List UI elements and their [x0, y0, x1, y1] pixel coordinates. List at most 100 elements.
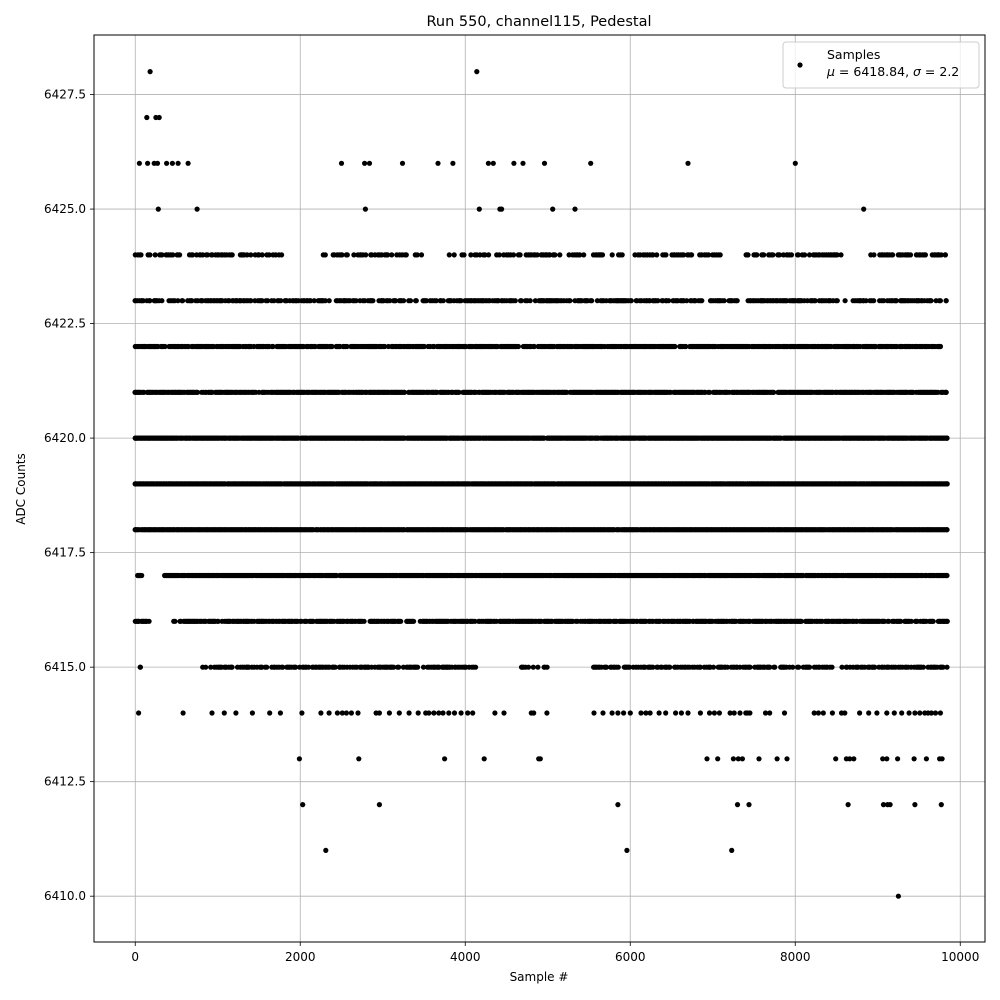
data-point — [440, 298, 446, 304]
data-point — [413, 298, 419, 304]
data-point — [890, 252, 896, 258]
data-point — [386, 710, 392, 716]
data-point — [136, 710, 142, 716]
data-point — [770, 252, 776, 258]
data-point — [248, 252, 254, 258]
data-point — [619, 252, 625, 258]
data-point — [943, 298, 949, 304]
data-point — [922, 252, 929, 258]
data-point — [880, 802, 887, 808]
data-point — [680, 252, 687, 258]
data-point — [729, 847, 735, 854]
data-point — [362, 160, 368, 166]
data-point — [154, 160, 161, 166]
data-point — [278, 298, 284, 304]
data-point — [911, 756, 917, 762]
data-point — [204, 252, 211, 258]
data-point — [139, 572, 145, 579]
data-point — [756, 756, 762, 762]
data-point — [663, 710, 669, 716]
data-point — [209, 710, 215, 716]
data-point — [512, 298, 518, 304]
data-point — [490, 160, 496, 166]
data-point — [518, 298, 525, 304]
data-point — [152, 252, 158, 258]
data-point — [510, 252, 517, 258]
data-point — [431, 710, 437, 716]
data-point — [132, 252, 138, 258]
data-point — [899, 710, 905, 716]
data-point — [699, 298, 705, 304]
data-point — [776, 252, 783, 258]
data-point — [650, 252, 656, 258]
data-point — [754, 252, 760, 258]
data-point — [194, 206, 200, 212]
data-point — [707, 389, 713, 395]
data-point — [326, 298, 332, 304]
data-point — [485, 160, 491, 166]
data-point — [923, 756, 930, 762]
data-point — [180, 298, 186, 304]
data-point — [541, 160, 548, 166]
data-point — [322, 298, 328, 304]
data-point — [436, 710, 442, 716]
data-point — [609, 252, 615, 258]
data-point — [474, 69, 480, 75]
data-point — [442, 756, 448, 762]
data-point — [842, 710, 848, 716]
data-point — [806, 252, 813, 258]
data-point — [944, 481, 950, 487]
data-point — [656, 710, 662, 716]
data-point — [672, 343, 678, 350]
data-point — [476, 206, 482, 212]
data-point — [406, 710, 412, 716]
data-point — [451, 710, 458, 716]
data-point — [833, 756, 839, 762]
data-point — [392, 298, 399, 304]
data-point — [481, 756, 487, 762]
data-point — [458, 298, 464, 304]
data-point — [177, 252, 183, 258]
data-point — [385, 252, 391, 258]
data-point — [944, 527, 950, 533]
data-point — [792, 160, 798, 166]
data-point — [781, 710, 788, 716]
data-point — [175, 298, 181, 304]
data-point — [311, 298, 317, 304]
data-point — [418, 252, 425, 258]
data-point — [746, 802, 752, 808]
data-point — [266, 252, 272, 258]
data-point — [654, 252, 660, 258]
data-point — [159, 298, 165, 304]
data-point — [881, 298, 887, 304]
data-point — [170, 252, 176, 258]
data-point — [164, 160, 170, 166]
data-point — [600, 710, 606, 716]
data-point — [566, 252, 572, 258]
data-point — [132, 389, 138, 395]
data-point — [195, 389, 201, 395]
data-point — [299, 710, 305, 716]
data-point — [537, 756, 543, 762]
data-point — [937, 343, 944, 350]
data-point — [734, 298, 740, 304]
data-point — [531, 343, 537, 350]
data-point — [344, 252, 350, 258]
data-point — [376, 802, 382, 808]
data-point — [329, 343, 335, 350]
data-point — [482, 252, 488, 258]
data-point — [683, 343, 689, 350]
data-point — [820, 710, 826, 716]
data-point — [678, 710, 685, 716]
data-point — [871, 252, 877, 258]
data-point — [277, 710, 283, 716]
data-point — [426, 710, 432, 716]
data-point — [338, 160, 345, 166]
data-point — [387, 298, 393, 304]
data-point — [552, 252, 558, 258]
data-point — [296, 756, 302, 762]
data-point — [939, 756, 945, 762]
data-point — [353, 298, 359, 304]
data-point — [711, 710, 718, 716]
